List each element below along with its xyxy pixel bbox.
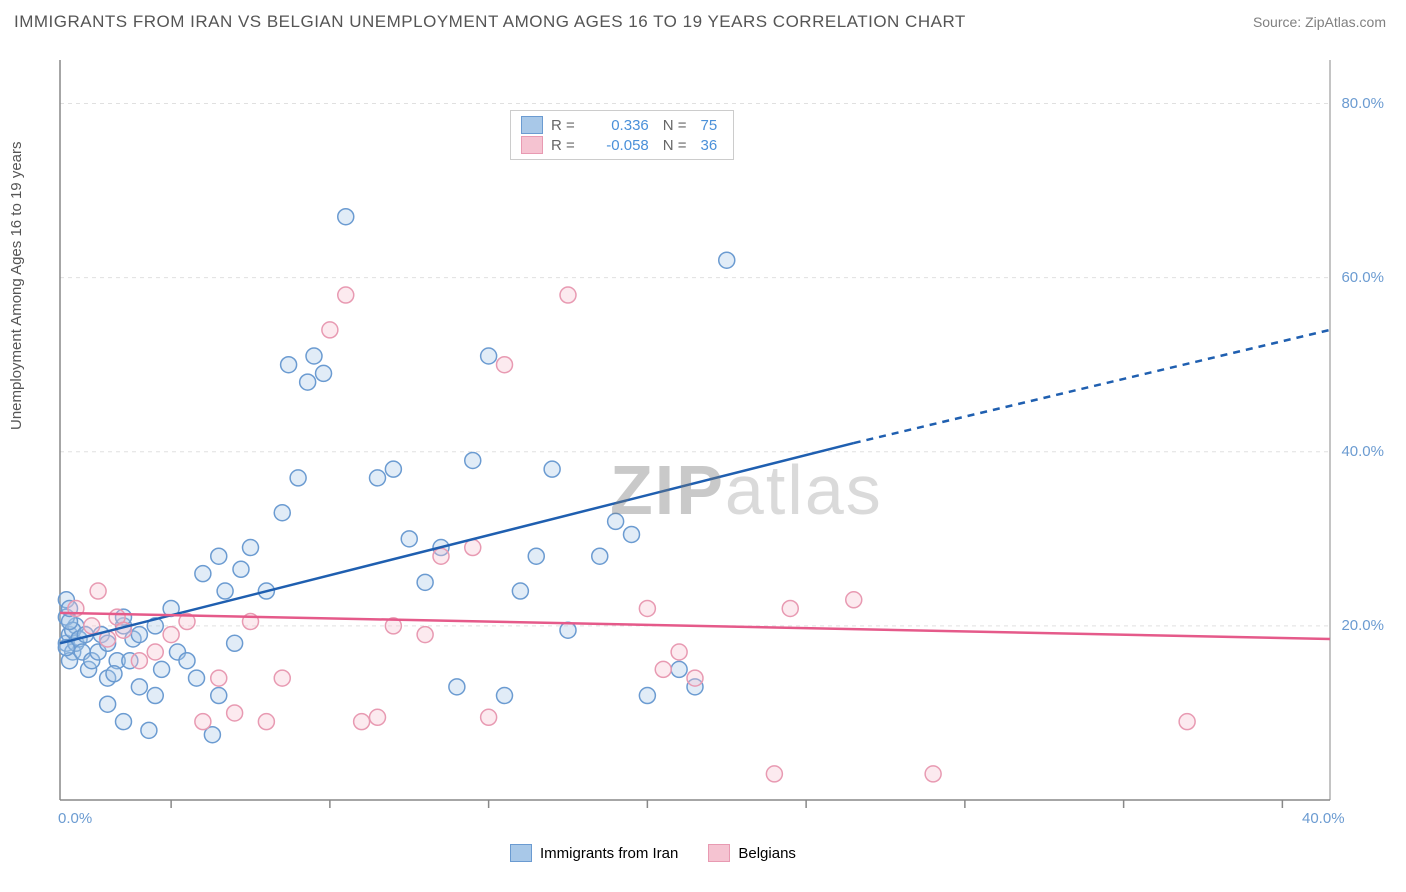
legend-swatch-belgians — [708, 844, 730, 862]
r-value-iran: 0.336 — [589, 117, 649, 134]
x-tick-label: 0.0% — [58, 810, 92, 827]
correlation-legend: R = 0.336 N = 75 R = -0.058 N = 36 — [510, 110, 734, 160]
r-value-belgians: -0.058 — [589, 137, 649, 154]
y-tick-label: 60.0% — [1341, 269, 1384, 286]
chart-plot-area: ZIPatlas R = 0.336 N = 75 R = -0.058 N =… — [50, 50, 1390, 830]
x-tick-label: 40.0% — [1302, 810, 1345, 827]
n-value-belgians: 36 — [701, 137, 718, 154]
n-value-iran: 75 — [701, 117, 718, 134]
r-label: R = — [551, 117, 575, 134]
scatter-plot-svg — [50, 50, 1390, 830]
y-tick-label: 40.0% — [1341, 443, 1384, 460]
legend-label-belgians: Belgians — [738, 845, 796, 862]
legend-swatch-iran — [510, 844, 532, 862]
legend-swatch-belgians — [521, 136, 543, 154]
chart-title: IMMIGRANTS FROM IRAN VS BELGIAN UNEMPLOY… — [14, 12, 966, 32]
y-tick-label: 80.0% — [1341, 95, 1384, 112]
legend-label-iran: Immigrants from Iran — [540, 845, 678, 862]
legend-swatch-iran — [521, 116, 543, 134]
series-legend: Immigrants from Iran Belgians — [510, 844, 796, 862]
source-attribution: Source: ZipAtlas.com — [1253, 14, 1386, 30]
n-label: N = — [663, 137, 687, 154]
r-label: R = — [551, 137, 575, 154]
y-axis-label: Unemployment Among Ages 16 to 19 years — [8, 141, 25, 430]
n-label: N = — [663, 117, 687, 134]
y-tick-label: 20.0% — [1341, 617, 1384, 634]
